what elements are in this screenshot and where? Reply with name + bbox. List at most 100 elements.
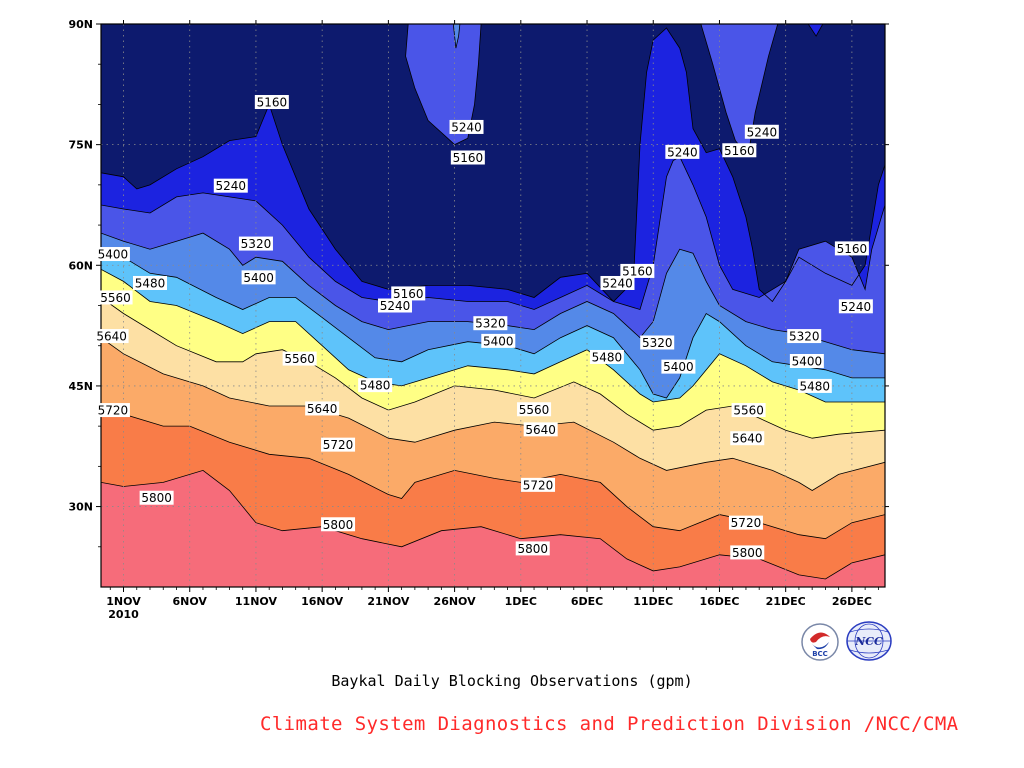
contour-label-box	[515, 541, 550, 556]
contour-label-text: 5400	[792, 354, 823, 368]
contour-line-5320	[101, 232, 885, 355]
contour-label-text: 5480	[135, 276, 166, 290]
contour-label-box	[521, 477, 556, 492]
contour-label: 5560	[282, 351, 317, 366]
x-tick-label: 16NOV	[301, 595, 344, 608]
contour-label-box	[254, 95, 289, 110]
contour-label: 5800	[515, 541, 550, 556]
contour-label: 5560	[731, 403, 766, 418]
contour-label: 5320	[238, 236, 273, 251]
contour-line-5640	[101, 337, 885, 491]
y-tick-label: 45N	[68, 380, 93, 393]
contour-label: 5240	[838, 299, 873, 314]
contour-label: 5320	[787, 329, 822, 344]
contour-label-text: 5320	[475, 317, 506, 331]
contour-line-5800	[101, 469, 885, 580]
contour-label-text: 5560	[733, 404, 764, 418]
feature-line-1	[452, 24, 461, 49]
contour-label-box	[620, 263, 655, 278]
contour-label: 5400	[241, 270, 276, 285]
ncc-logo-text: NCC	[854, 635, 883, 648]
contour-label-text: 5720	[98, 404, 129, 418]
contour-label: 5400	[661, 359, 696, 374]
contour-label-box	[321, 437, 356, 452]
y-tick-label: 75N	[68, 139, 93, 152]
contour-label: 5240	[744, 124, 779, 139]
contour-label-box	[133, 275, 167, 290]
contour-label-box	[238, 236, 273, 251]
contour-label-text: 5640	[732, 432, 763, 446]
x-tick-label: 11NOV	[235, 595, 278, 608]
contour-label-text: 5400	[98, 248, 129, 262]
contour-label: 5240	[378, 298, 412, 313]
contour-label-box	[640, 335, 675, 350]
contour-label-box	[744, 124, 779, 139]
contour-label-box	[665, 144, 700, 159]
contour-label-text: 5480	[360, 379, 391, 393]
contour-label-box	[473, 316, 508, 331]
contour-label-text: 5400	[663, 360, 694, 374]
contour-label: 5720	[321, 437, 356, 452]
contour-label-box	[95, 247, 130, 262]
contour-label: 5240	[449, 119, 484, 134]
x-tick-label: 21NOV	[367, 595, 410, 608]
contour-line-5480	[101, 268, 885, 403]
y-tick-label: 30N	[68, 501, 93, 514]
contour-label-box	[838, 299, 873, 314]
contour-label-text: 5240	[841, 300, 872, 314]
contour-label-box	[728, 515, 763, 530]
contour-label-box	[481, 333, 516, 348]
x-tick-label: 16DEC	[699, 595, 739, 608]
contour-label-box	[213, 178, 248, 193]
contour-label: 5160	[722, 143, 757, 158]
x-tick-label: 1DEC	[505, 595, 537, 608]
contour-label: 5160	[620, 263, 655, 278]
contour-label: 5320	[473, 316, 508, 331]
contour-label-box	[449, 119, 484, 134]
contour-label-box	[378, 298, 412, 313]
contour-label-box	[797, 378, 832, 393]
contour-fills	[101, 24, 885, 587]
contour-label: 5640	[94, 329, 129, 344]
chart-title: Baykal Daily Blocking Observations (gpm)	[331, 672, 693, 690]
contour-label: 5720	[728, 515, 763, 530]
contour-label: 5400	[789, 353, 824, 368]
contour-label: 5560	[98, 290, 133, 305]
contour-line-5160	[101, 27, 885, 303]
fill-feature-0	[405, 24, 482, 145]
contour-label: 5160	[254, 95, 289, 110]
contour-label-box	[731, 403, 766, 418]
contour-label-text: 5560	[100, 291, 131, 305]
x-tick-label: 26NOV	[434, 595, 477, 608]
contour-label-text: 5720	[731, 516, 762, 530]
contour-label-box	[241, 270, 276, 285]
contour-label-box	[139, 490, 174, 505]
contour-label: 5720	[95, 403, 130, 418]
contour-label-text: 5160	[622, 264, 653, 278]
contour-label-box	[730, 545, 765, 560]
contour-label-text: 5640	[96, 330, 127, 344]
contour-label-text: 5640	[307, 402, 338, 416]
feature-line-3	[807, 24, 824, 37]
feature-line-0	[405, 24, 482, 146]
contour-label: 5800	[321, 517, 356, 532]
x-tick-label: 1NOV	[106, 595, 141, 608]
contour-label-text: 5480	[592, 350, 623, 364]
contour-label: 5320	[640, 335, 675, 350]
contour-label-text: 5400	[483, 334, 514, 348]
contour-label-text: 5160	[393, 287, 424, 301]
ncc-logo: NCC	[846, 621, 892, 661]
credit-line: Climate System Diagnostics and Predictio…	[260, 713, 959, 735]
contour-label: 5480	[358, 378, 393, 393]
contour-line-5400	[101, 248, 885, 399]
y-tick-label: 60N	[68, 259, 93, 272]
contour-label: 5640	[730, 431, 765, 446]
contour-label-box	[94, 329, 129, 344]
contour-label-text: 5560	[519, 403, 550, 417]
contour-label-box	[305, 401, 340, 416]
contour-label-text: 5800	[517, 542, 548, 556]
contour-line-5240	[101, 156, 885, 310]
x-tick-label: 11DEC	[633, 595, 673, 608]
